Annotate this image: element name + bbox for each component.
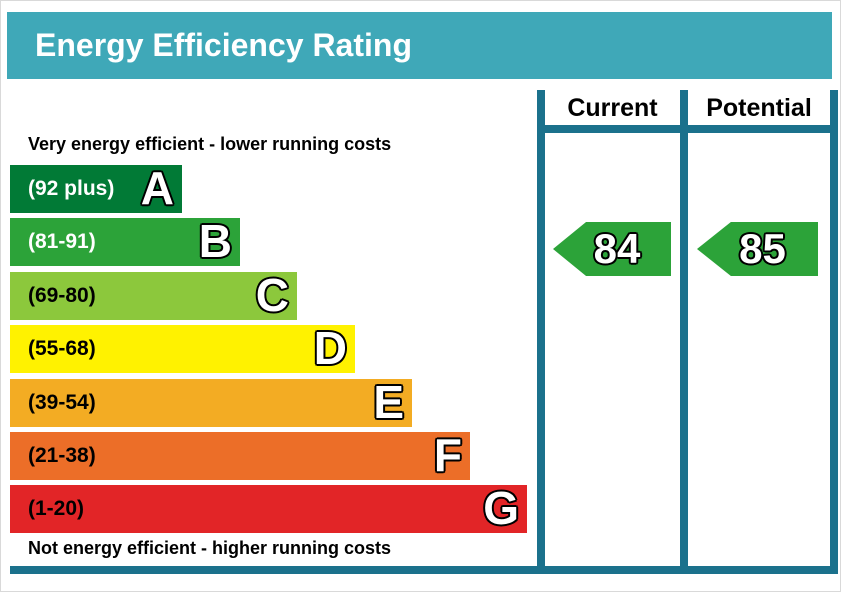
potential-rating-value: 85 xyxy=(739,225,786,272)
band-range-label: (92 plus) xyxy=(28,177,115,200)
potential-column-right-border xyxy=(830,90,838,574)
top-axis-label: Very energy efficient - lower running co… xyxy=(28,134,392,154)
band-range-label: (21-38) xyxy=(28,444,96,467)
current-rating-arrow: 84 xyxy=(553,222,671,276)
band-letter: D xyxy=(313,322,347,375)
band-e: (39-54) E xyxy=(10,379,412,427)
bottom-axis-label: Not energy efficient - higher running co… xyxy=(28,538,392,558)
band-g: (1-20) G xyxy=(10,485,527,533)
band-letter: G xyxy=(483,482,519,535)
band-b: (81-91) B xyxy=(10,218,240,266)
band-range-label: (55-68) xyxy=(28,337,96,360)
band-d: (55-68) D xyxy=(10,325,355,373)
band-range-label: (69-80) xyxy=(28,284,96,307)
band-range-label: (1-20) xyxy=(28,497,85,520)
current-rating-value: 84 xyxy=(593,225,641,272)
potential-rating-arrow: 85 xyxy=(697,222,818,276)
band-a: (92 plus) A xyxy=(10,165,182,213)
current-column-left-border xyxy=(537,90,545,574)
band-c: (69-80) C xyxy=(10,272,297,320)
band-letter: B xyxy=(198,215,232,268)
chart-title: Energy Efficiency Rating xyxy=(35,27,412,63)
column-divider-border xyxy=(680,90,688,574)
column-header-underline xyxy=(537,125,838,133)
band-range-label: (81-91) xyxy=(28,230,96,253)
chart-title-bar: Energy Efficiency Rating xyxy=(7,12,832,79)
potential-column-header: Potential xyxy=(706,94,812,122)
chart-bottom-border xyxy=(10,566,838,574)
current-column-header: Current xyxy=(567,94,658,122)
band-letter: F xyxy=(433,429,462,482)
band-f: (21-38) F xyxy=(10,432,470,480)
band-letter: C xyxy=(255,269,289,322)
band-range-label: (39-54) xyxy=(28,391,96,414)
band-letter: E xyxy=(373,376,404,429)
band-letter: A xyxy=(140,162,174,215)
